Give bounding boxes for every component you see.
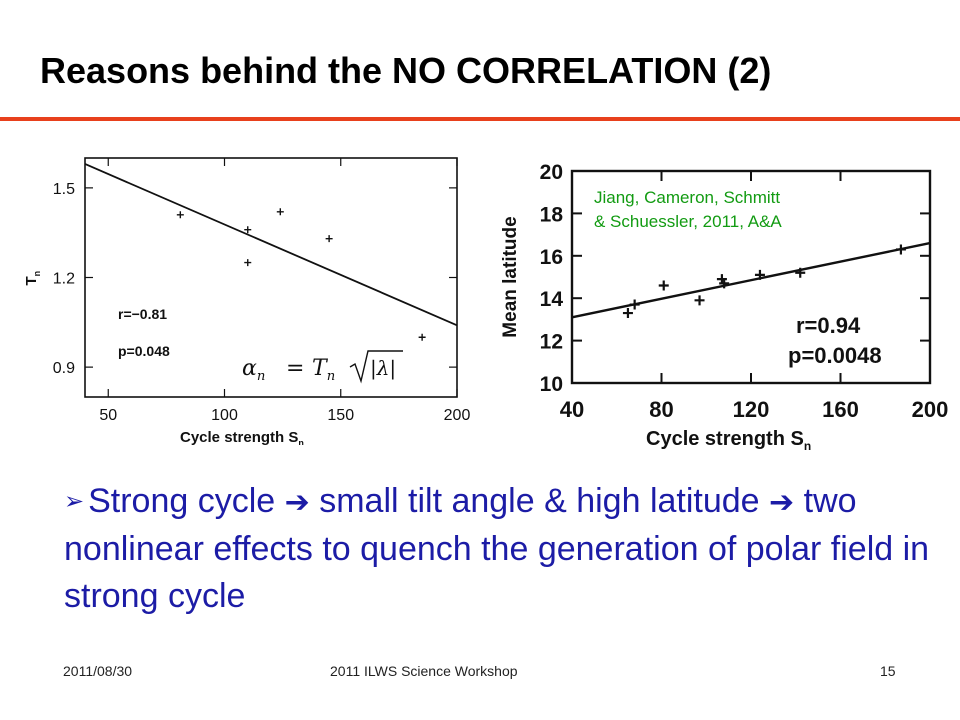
y-tick-label: 1.5 [53, 181, 75, 198]
x-tick-label: 100 [211, 407, 238, 424]
y-tick-label: 20 [540, 161, 563, 184]
data-point [754, 269, 765, 280]
data-point [694, 295, 705, 306]
x-tick-label: 160 [822, 397, 859, 422]
right-arrow-icon: ➔ [284, 485, 310, 520]
right-arrow-icon: ➔ [769, 485, 795, 520]
x-axis-label: Cycle strength Sn [180, 429, 304, 445]
formula-radicand: |λ| [370, 356, 396, 381]
bullet-text: ➢ Strong cycle ➔ small tilt angle & high … [64, 478, 934, 620]
formula-alpha: αn [242, 356, 265, 384]
formula-t: Tn [312, 356, 335, 384]
body-segment-1: Strong cycle [88, 482, 285, 520]
y-tick-label: 18 [540, 203, 564, 226]
title-divider [0, 117, 960, 121]
x-tick-label: 150 [327, 407, 354, 424]
body-segment-2: small tilt angle & high latitude [309, 482, 770, 520]
data-point [795, 267, 806, 278]
citation: Jiang, Cameron, Schmitt & Schuessler, 20… [594, 186, 782, 234]
data-point [276, 208, 284, 216]
slide-title: Reasons behind the NO CORRELATION (2) [40, 50, 772, 91]
sqrt-icon [349, 350, 403, 384]
fit-line [571, 241, 931, 319]
x-tick-label: 200 [444, 407, 471, 424]
data-point [325, 235, 333, 243]
data-point [895, 244, 906, 255]
y-tick-label: 10 [540, 373, 563, 396]
body-segment-3: two nonlinear effects to quench the gene… [64, 482, 930, 615]
fit-line [84, 163, 458, 327]
citation-line-2: & Schuessler, 2011, A&A [594, 212, 782, 231]
footer-page-number: 15 [880, 663, 896, 679]
x-tick-label: 120 [733, 397, 770, 422]
p-value-annotation: p=0.048 [118, 343, 170, 359]
data-point [658, 280, 669, 291]
formula-equals: = [286, 356, 304, 381]
x-tick-label: 50 [99, 407, 117, 424]
footer-date: 2011/08/30 [63, 663, 133, 679]
p-value-annotation: p=0.0048 [788, 343, 882, 368]
citation-line-1: Jiang, Cameron, Schmitt [594, 188, 781, 207]
x-axis-label: Cycle strength Sn [646, 428, 811, 453]
y-tick-label: 0.9 [53, 360, 75, 377]
footer-event: 2011 ILWS Science Workshop [330, 663, 518, 679]
data-point [629, 299, 640, 310]
tn-vs-cycle-strength-chart: 50 100 150 200 0.9 1.2 1.5 Cycle strength Sn Tn r… [23, 157, 471, 445]
y-axis-label: Mean latitude [500, 216, 521, 337]
y-tick-label: 14 [540, 288, 564, 311]
y-tick-label: 1.2 [53, 271, 75, 288]
data-point [719, 278, 730, 289]
data-point [244, 259, 252, 267]
y-axis-label: Tn [23, 271, 42, 286]
correlation-annotation: r=−0.81 [118, 306, 167, 322]
data-point [176, 211, 184, 219]
data-point [244, 226, 252, 234]
x-tick-label: 200 [912, 397, 949, 422]
data-point [418, 333, 426, 341]
correlation-annotation: r=0.94 [796, 313, 861, 338]
plot-frame [84, 157, 458, 398]
x-tick-label: 80 [649, 397, 673, 422]
bullet-arrow-icon: ➢ [64, 487, 85, 515]
y-tick-label: 12 [540, 331, 563, 354]
x-tick-label: 40 [560, 397, 584, 422]
y-tick-label: 16 [540, 246, 563, 269]
mean-latitude-vs-cycle-strength-chart: 40 80 120 160 200 10 12 14 16 18 20 Cycle strength … [500, 161, 949, 453]
data-point [622, 308, 633, 319]
